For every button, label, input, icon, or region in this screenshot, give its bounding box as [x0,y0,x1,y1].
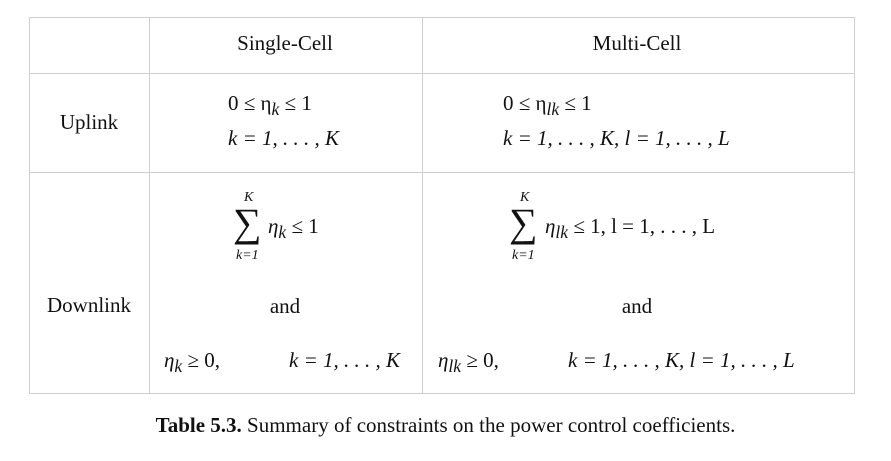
column-divider-2 [422,18,423,393]
multi-nonneg-range: k = 1, . . . , K, l = 1, . . . , L [568,348,795,372]
header-single-cell: Single-Cell [237,31,333,55]
caption-text: Summary of constraints on the power cont… [241,413,736,437]
downlink-multi-and: and [621,294,653,318]
multi-sum-lower-limit: k=1 [512,248,535,263]
uplink-single-range: k = 1, . . . , K [228,126,339,150]
multi-sum-symbol: ∑ [509,200,538,245]
single-sum-term: ηk ≤ 1 [268,214,319,243]
multi-sum-upper-limit: K [520,190,530,205]
row-label-downlink: Downlink [47,293,131,317]
single-nonneg-range: k = 1, . . . , K [289,348,400,372]
row-label-uplink: Uplink [59,110,119,134]
single-nonneg-constraint: ηk ≥ 0, [164,348,220,377]
uplink-single-constraint: 0 ≤ ηk ≤ 1 [228,91,312,120]
table-caption: Table 5.3. Summary of constraints on the… [0,413,891,438]
single-sum-lower-limit: k=1 [236,248,259,263]
constraints-table [29,17,855,394]
multi-nonneg-constraint: ηlk ≥ 0, [438,348,499,377]
single-sum-symbol: ∑ [233,200,262,245]
uplink-multi-range: k = 1, . . . , K, l = 1, . . . , L [503,126,730,150]
header-multi-cell: Multi-Cell [592,31,682,55]
row-divider-1 [30,73,854,74]
single-sum-upper-limit: K [244,190,254,205]
column-divider-1 [149,18,150,393]
downlink-single-and: and [269,294,301,318]
uplink-multi-constraint: 0 ≤ ηlk ≤ 1 [503,91,592,120]
row-divider-2 [30,172,854,173]
caption-label: Table 5.3. [155,413,242,437]
multi-sum-term: ηlk ≤ 1, l = 1, . . . , L [545,214,716,243]
